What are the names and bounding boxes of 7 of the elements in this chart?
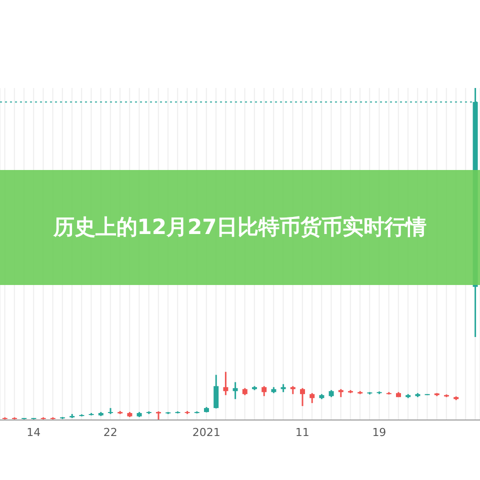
x-tick-label: 2021	[192, 426, 220, 439]
x-tick-label: 14	[26, 426, 41, 439]
banner: 历史上的12月27日比特币货币实时行情	[0, 170, 480, 285]
text: 历史上的12月27日比特币货币实时行情	[53, 214, 427, 241]
x-tick-label: 11	[295, 426, 310, 439]
x-tick-label: 19	[372, 426, 386, 439]
x-tick-label: 22	[103, 426, 118, 439]
